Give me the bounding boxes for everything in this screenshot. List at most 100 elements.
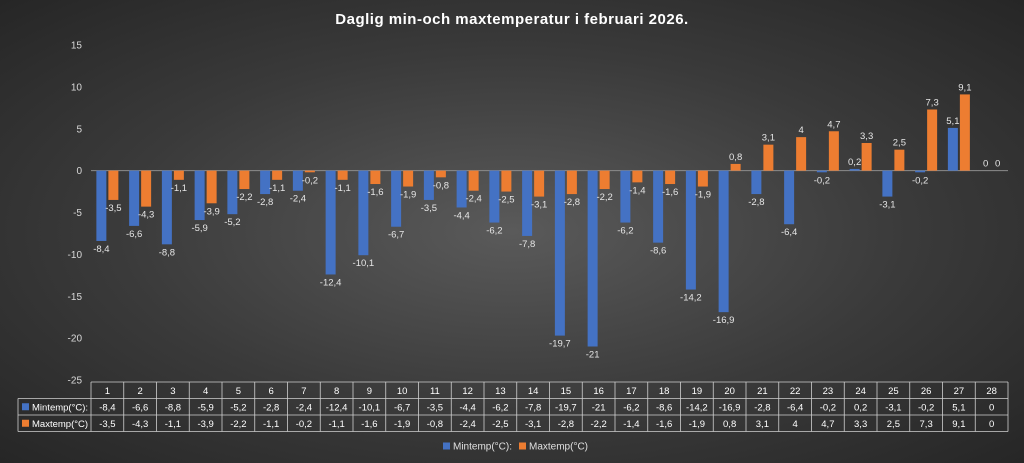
- bar-min: [522, 170, 533, 236]
- bar-min: [751, 170, 762, 195]
- bar-max: [206, 170, 217, 204]
- table-cell: -6,2: [623, 402, 639, 413]
- bar-min: [489, 170, 500, 223]
- bar-min: [882, 170, 893, 197]
- category-label: 4: [203, 386, 208, 397]
- y-axis: 15 10 5 0 -5 -10 -15 -20 -25: [68, 41, 83, 387]
- legend-swatch: [519, 442, 526, 450]
- table-cell: -5,2: [230, 402, 246, 413]
- table-cell: -1,9: [689, 419, 705, 430]
- bar-min: [784, 170, 795, 225]
- category-label: 12: [462, 386, 473, 397]
- table-cell: 0,2: [854, 402, 867, 413]
- category-label: 27: [954, 386, 965, 397]
- category-label: 2: [137, 386, 142, 397]
- bar-max: [730, 163, 741, 171]
- legend-label: Maxtemp(°C): [529, 442, 588, 453]
- data-label-min: -0,2: [814, 175, 830, 186]
- bar-min: [161, 170, 172, 245]
- table-cell: -2,5: [492, 419, 508, 430]
- legend-swatch: [443, 442, 450, 450]
- category-label: 7: [301, 386, 306, 397]
- data-label-min: -0,2: [912, 175, 928, 186]
- bar-max: [763, 144, 774, 171]
- table-cell: -14,2: [686, 402, 708, 413]
- category-label: 9: [367, 386, 372, 397]
- table-cell: 2,5: [887, 419, 900, 430]
- data-label-max: -1,1: [334, 183, 350, 194]
- data-label-max: -4,3: [138, 210, 154, 221]
- table-cell: -3,9: [197, 419, 213, 430]
- data-label-min: -8,6: [650, 246, 666, 257]
- bar-min: [194, 170, 205, 221]
- data-label-max: -0,8: [433, 180, 449, 191]
- bar-min: [718, 170, 729, 313]
- data-label-min: -4,4: [453, 210, 469, 221]
- data-label-min: -6,2: [617, 226, 633, 237]
- table-cell: 4: [792, 419, 797, 430]
- bar-max: [370, 170, 381, 185]
- table-legend-key: [22, 403, 29, 411]
- bar-max: [796, 137, 807, 171]
- table-cell: -0,2: [820, 402, 836, 413]
- table-cell: -10,1: [359, 402, 381, 413]
- category-label: 1: [105, 386, 110, 397]
- bar-min: [391, 170, 402, 227]
- bar-min: [423, 170, 434, 200]
- table-cell: -5,9: [197, 402, 213, 413]
- table-cell: 5,1: [952, 402, 965, 413]
- table-cell: -2,2: [590, 419, 606, 430]
- bar-min: [620, 170, 631, 223]
- table-cell: 0,8: [723, 419, 736, 430]
- bar-max: [861, 142, 872, 171]
- table-cell: -1,6: [361, 419, 377, 430]
- table-cell: -2,4: [296, 402, 312, 413]
- table-cell: 7,3: [920, 419, 933, 430]
- data-label-max: 3,1: [762, 133, 775, 144]
- data-label-min: -8,4: [93, 244, 109, 255]
- bar-max: [403, 170, 414, 187]
- category-label: 18: [659, 386, 670, 397]
- y-tick-label: 15: [71, 41, 83, 52]
- table-cell: -0,2: [296, 419, 312, 430]
- y-tick-label: -20: [68, 334, 83, 345]
- category-label: 10: [397, 386, 408, 397]
- y-tick-label: 5: [76, 124, 82, 135]
- data-label-min: -2,8: [257, 197, 273, 208]
- legend-label: Mintemp(°C):: [453, 442, 512, 453]
- bar-max: [304, 170, 315, 173]
- data-label-min: -5,2: [224, 217, 240, 228]
- table-series-name: Maxtemp(°C): [32, 419, 88, 430]
- bar-min: [96, 170, 107, 241]
- bar-max: [108, 170, 119, 200]
- bar-max: [894, 149, 905, 171]
- table-cell: -8,6: [656, 402, 672, 413]
- data-label-min: -2,4: [290, 194, 306, 205]
- data-label-min: -2,8: [748, 197, 764, 208]
- table-cell: 9,1: [952, 419, 965, 430]
- data-label-min: -8,8: [159, 247, 175, 258]
- data-label-min: -6,2: [486, 226, 502, 237]
- bar-max: [501, 170, 512, 192]
- data-labels-group: -8,4 -6,6 -8,8 -5,9 -5,2 -2,8 -2,4 -12,4 -10,1 -6…: [93, 82, 1000, 360]
- bar-min: [587, 170, 598, 347]
- data-label-min: 0: [983, 159, 988, 170]
- table-cell: -6,4: [787, 402, 803, 413]
- bar-min: [653, 170, 664, 243]
- table-cell: 4,7: [821, 419, 834, 430]
- data-label-min: -21: [586, 350, 600, 361]
- table-cell: -1,1: [263, 419, 279, 430]
- table-cell: 0: [989, 419, 994, 430]
- bar-max: [665, 170, 676, 185]
- data-label-min: -14,2: [680, 293, 702, 304]
- bar-min: [849, 168, 860, 171]
- data-label-min: -7,8: [519, 239, 535, 250]
- data-label-min: 5,1: [946, 116, 959, 127]
- data-label-max: -3,5: [105, 203, 121, 214]
- table-cell: 3,1: [756, 419, 769, 430]
- bar-min: [915, 170, 926, 173]
- table-cell: 0: [989, 402, 994, 413]
- bars-group: [96, 94, 970, 347]
- data-label-max: -2,8: [564, 197, 580, 208]
